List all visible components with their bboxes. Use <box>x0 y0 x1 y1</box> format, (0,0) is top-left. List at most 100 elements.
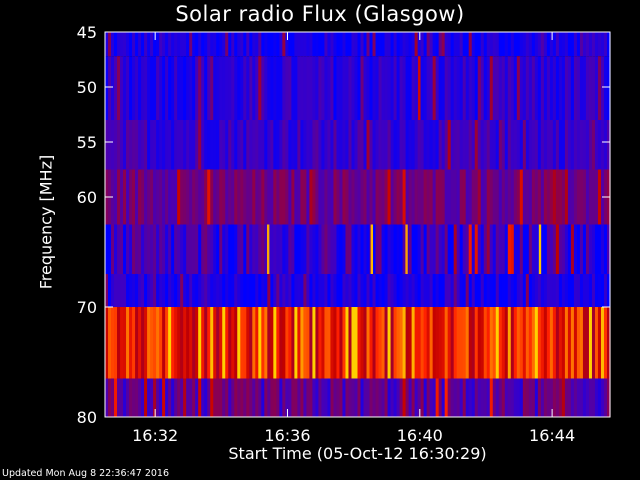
heatmap-cell <box>315 120 320 170</box>
heatmap-cell <box>381 169 386 225</box>
heatmap-cell <box>393 120 398 170</box>
heatmap-cell <box>345 224 350 274</box>
heatmap-cell <box>441 56 446 120</box>
heatmap-cell <box>600 307 605 379</box>
heatmap-cell <box>603 224 608 274</box>
heatmap-cell <box>450 274 455 307</box>
heatmap-cell <box>192 56 196 120</box>
heatmap-cell <box>195 120 199 170</box>
heatmap-cell <box>597 32 602 57</box>
heatmap-cell <box>324 307 329 379</box>
heatmap-cell <box>354 224 359 274</box>
heatmap-cell <box>360 120 365 170</box>
heatmap-cell <box>552 169 557 225</box>
heatmap-cell <box>324 56 329 120</box>
heatmap-cell <box>189 120 193 170</box>
heatmap-cell <box>420 224 425 274</box>
heatmap-cell <box>177 120 181 170</box>
heatmap-cell <box>135 224 139 274</box>
heatmap-cell <box>504 120 509 170</box>
heatmap-cell <box>414 307 419 379</box>
heatmap-cell <box>444 56 449 120</box>
heatmap-cell <box>306 378 311 417</box>
heatmap-cell <box>384 32 389 57</box>
heatmap-cell <box>273 56 277 120</box>
heatmap-cell <box>501 224 506 274</box>
heatmap-cell <box>453 56 458 120</box>
heatmap-cell <box>423 274 428 307</box>
heatmap-cell <box>204 32 208 57</box>
heatmap-cell <box>489 120 494 170</box>
heatmap-cell <box>336 169 341 225</box>
heatmap-cell <box>597 120 602 170</box>
heatmap-cell <box>234 56 238 120</box>
heatmap-cell <box>429 274 434 307</box>
heatmap-cell <box>258 120 262 170</box>
heatmap-cell <box>222 274 226 307</box>
heatmap-cell <box>468 274 473 307</box>
heatmap-cell <box>126 307 130 379</box>
heatmap-cell <box>573 378 578 417</box>
heatmap-cell <box>465 378 470 417</box>
heatmap-cell <box>606 224 611 274</box>
heatmap-cell <box>321 120 326 170</box>
heatmap-cell <box>255 32 259 57</box>
heatmap-cell <box>414 169 419 225</box>
heatmap-cell <box>396 307 401 379</box>
heatmap-cell <box>225 120 229 170</box>
heatmap-cell <box>336 120 341 170</box>
heatmap-cell <box>351 224 356 274</box>
heatmap-cell <box>447 307 452 379</box>
heatmap-cell <box>600 120 605 170</box>
heatmap-cell <box>489 32 494 57</box>
heatmap-cell <box>429 56 434 120</box>
heatmap-cell <box>462 32 467 57</box>
heatmap-cell <box>318 56 323 120</box>
heatmap-cell <box>339 274 344 307</box>
heatmap-cell <box>420 274 425 307</box>
heatmap-cell <box>159 169 163 225</box>
heatmap-cell <box>273 224 277 274</box>
heatmap-cell <box>132 120 136 170</box>
heatmap-cell <box>534 378 539 417</box>
heatmap-cell <box>369 274 374 307</box>
heatmap-cell <box>240 56 244 120</box>
heatmap-cell <box>570 120 575 170</box>
heatmap-cell <box>417 378 422 417</box>
heatmap-cell <box>132 56 136 120</box>
heatmap-cell <box>159 378 163 417</box>
heatmap-cell <box>108 120 112 170</box>
heatmap-cell <box>312 120 317 170</box>
heatmap-cell <box>180 32 184 57</box>
heatmap-cell <box>453 307 458 379</box>
heatmap-cell <box>216 378 220 417</box>
heatmap-cell <box>366 307 371 379</box>
heatmap-cell <box>534 224 539 274</box>
heatmap-cell <box>207 274 211 307</box>
heatmap-cell <box>579 224 584 274</box>
heatmap-cell <box>360 169 365 225</box>
heatmap-cell <box>228 120 232 170</box>
heatmap-cell <box>456 307 461 379</box>
heatmap-cell <box>387 378 392 417</box>
heatmap-cell <box>459 224 464 274</box>
heatmap-cell <box>561 274 566 307</box>
heatmap-cell <box>543 274 548 307</box>
heatmap-cell <box>351 274 356 307</box>
heatmap-cell <box>336 32 341 57</box>
heatmap-cell <box>333 32 338 57</box>
heatmap-cell <box>471 169 476 225</box>
heatmap-cell <box>438 274 443 307</box>
heatmap-cell <box>150 274 154 307</box>
heatmap-cell <box>363 307 368 379</box>
heatmap-cell <box>126 378 130 417</box>
heatmap-cell <box>534 56 539 120</box>
heatmap-cell <box>168 224 172 274</box>
heatmap-cell <box>219 307 223 379</box>
heatmap-cell <box>192 224 196 274</box>
heatmap-cell <box>537 56 542 120</box>
heatmap-cell <box>519 169 524 225</box>
heatmap-cell <box>399 120 404 170</box>
heatmap-cell <box>531 56 536 120</box>
heatmap-cell <box>213 307 217 379</box>
